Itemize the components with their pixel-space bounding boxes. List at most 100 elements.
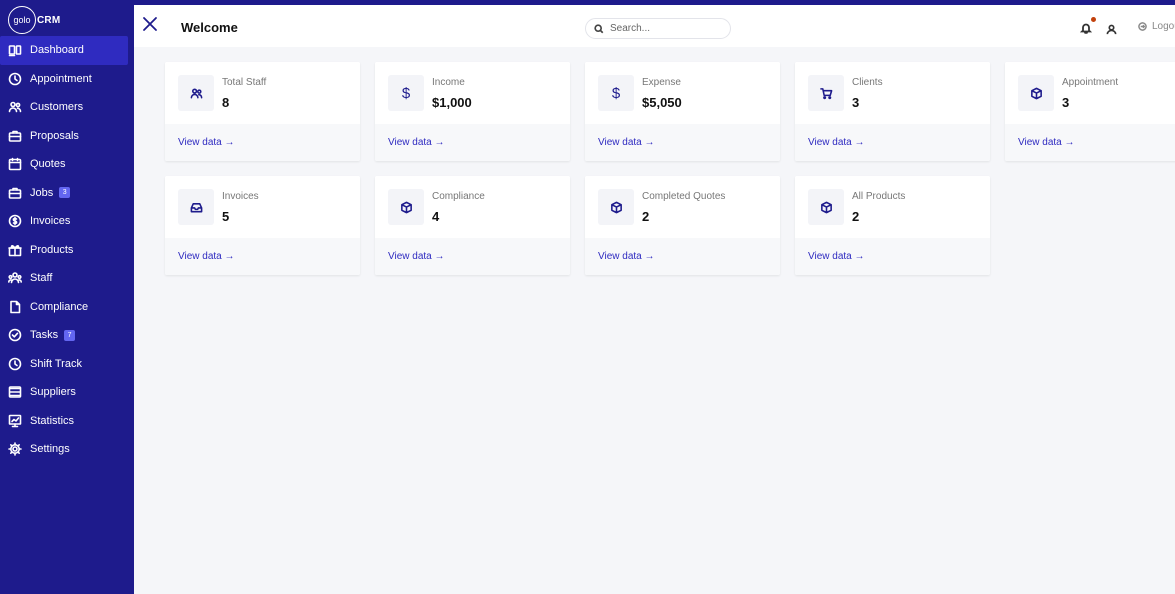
logout-label: Logout <box>1152 21 1175 32</box>
profile-button[interactable] <box>1106 22 1117 35</box>
sidebar-item-dashboard[interactable]: Dashboard <box>0 36 128 65</box>
app-logo[interactable]: golo CRM <box>8 6 60 34</box>
view-data-link[interactable]: View data → <box>178 251 235 262</box>
card-label: Clients <box>852 77 883 88</box>
dollar-icon: $ <box>611 84 621 102</box>
box-icon <box>610 201 622 213</box>
sidebar-item-appointment[interactable]: Appointment <box>0 65 134 94</box>
card-label: All Products <box>852 191 906 202</box>
sidebar-item-proposals[interactable]: Proposals <box>0 122 134 151</box>
sidebar: golo CRM Dashboard Appointment Customers Pr… <box>0 0 134 594</box>
logo-mark: golo <box>8 6 36 34</box>
sidebar-item-label: Settings <box>30 443 70 456</box>
card-label: Income <box>432 77 465 88</box>
card-body: All Products 2 <box>795 176 990 238</box>
stat-card-all-products: All Products 2 View data → <box>795 176 990 275</box>
sidebar-item-settings[interactable]: Settings <box>0 435 134 464</box>
view-data-link[interactable]: View data → <box>388 137 445 148</box>
staff-icon <box>8 271 22 285</box>
search-input[interactable] <box>610 23 720 34</box>
gear-icon <box>8 442 22 457</box>
card-footer: View data → <box>795 238 990 275</box>
card-value: 3 <box>1062 95 1070 110</box>
card-icon-box <box>808 75 844 111</box>
card-body: Clients 3 <box>795 62 990 124</box>
sidebar-item-label: Tasks <box>30 329 59 342</box>
sidebar-item-invoices[interactable]: Invoices <box>0 207 134 236</box>
sidebar-item-tasks[interactable]: Tasks 7 <box>0 321 134 350</box>
notifications-button[interactable] <box>1079 21 1093 34</box>
card-label: Total Staff <box>222 77 267 88</box>
logo-text: CRM <box>37 14 61 26</box>
logout-icon <box>1138 22 1147 31</box>
stat-card-income: $ Income $1,000 View data → <box>375 62 570 161</box>
cart-icon <box>819 87 832 99</box>
sidebar-item-compliance[interactable]: Compliance <box>0 293 134 322</box>
card-label: Completed Quotes <box>642 191 726 202</box>
search-box[interactable] <box>585 18 731 39</box>
sidebar-item-customers[interactable]: Customers <box>0 93 134 122</box>
card-footer: View data → <box>585 238 780 275</box>
list-icon <box>8 385 22 399</box>
sidebar-item-jobs[interactable]: Jobs 3 <box>0 179 134 208</box>
logout-button[interactable]: Logout <box>1138 21 1175 32</box>
card-body: Invoices 5 <box>165 176 360 238</box>
sidebar-item-products[interactable]: Products <box>0 236 134 265</box>
sidebar-item-quotes[interactable]: Quotes <box>0 150 134 179</box>
card-body: Compliance 4 <box>375 176 570 238</box>
page-title: Welcome <box>181 20 238 35</box>
users-icon <box>8 100 22 114</box>
card-icon-box <box>808 189 844 225</box>
card-icon-box <box>1018 75 1054 111</box>
dashboard-icon <box>8 43 22 57</box>
count-badge: 3 <box>59 187 71 199</box>
card-body: Appointment 3 <box>1005 62 1175 124</box>
card-value: 2 <box>642 209 650 224</box>
briefcase-icon <box>8 129 22 143</box>
sidebar-item-label: Shift Track <box>30 357 82 370</box>
card-label: Compliance <box>432 191 485 202</box>
view-data-link[interactable]: View data → <box>598 251 655 262</box>
view-data-link[interactable]: View data → <box>808 251 865 262</box>
sidebar-item-suppliers[interactable]: Suppliers <box>0 378 134 407</box>
inbox-icon <box>190 202 202 212</box>
card-footer: View data → <box>375 238 570 275</box>
notification-dot <box>1091 17 1096 22</box>
card-value: 3 <box>852 95 860 110</box>
stat-card-clients: Clients 3 View data → <box>795 62 990 161</box>
check-circle-icon <box>8 328 22 342</box>
sidebar-item-label: Suppliers <box>30 386 76 399</box>
sidebar-item-shift-track[interactable]: Shift Track <box>0 350 134 379</box>
sidebar-item-staff[interactable]: Staff <box>0 264 134 293</box>
sidebar-item-label: Jobs <box>30 186 54 199</box>
card-footer: View data → <box>1005 124 1175 161</box>
close-sidebar-button[interactable] <box>142 16 158 32</box>
chart-icon <box>8 414 22 428</box>
logo-mark-text: golo <box>13 15 31 25</box>
card-value: 8 <box>222 95 230 110</box>
view-data-link[interactable]: View data → <box>178 137 235 148</box>
sidebar-item-statistics[interactable]: Statistics <box>0 407 134 436</box>
view-data-link[interactable]: View data → <box>598 137 655 148</box>
card-icon-box: $ <box>598 75 634 111</box>
view-data-link[interactable]: View data → <box>808 137 865 148</box>
view-data-link[interactable]: View data → <box>388 251 445 262</box>
calendar-icon <box>8 157 22 171</box>
card-icon-box <box>178 189 214 225</box>
card-footer: View data → <box>795 124 990 161</box>
count-badge: 7 <box>64 329 76 341</box>
sidebar-item-label: Products <box>30 243 74 256</box>
gift-icon <box>8 243 22 257</box>
sidebar-item-label: Customers <box>30 101 84 114</box>
dollar-icon: $ <box>401 84 411 102</box>
stat-card-completed-quotes: Completed Quotes 2 View data → <box>585 176 780 275</box>
box-icon <box>400 201 412 213</box>
clock-icon <box>8 72 22 86</box>
card-label: Invoices <box>222 191 259 202</box>
card-body: Total Staff 8 <box>165 62 360 124</box>
sidebar-nav: Dashboard Appointment Customers Proposals Qu… <box>0 36 134 464</box>
top-bar: Welcome Logout <box>134 5 1175 47</box>
user-icon <box>1106 24 1117 35</box>
card-icon-box: $ <box>388 75 424 111</box>
view-data-link[interactable]: View data → <box>1018 137 1075 148</box>
